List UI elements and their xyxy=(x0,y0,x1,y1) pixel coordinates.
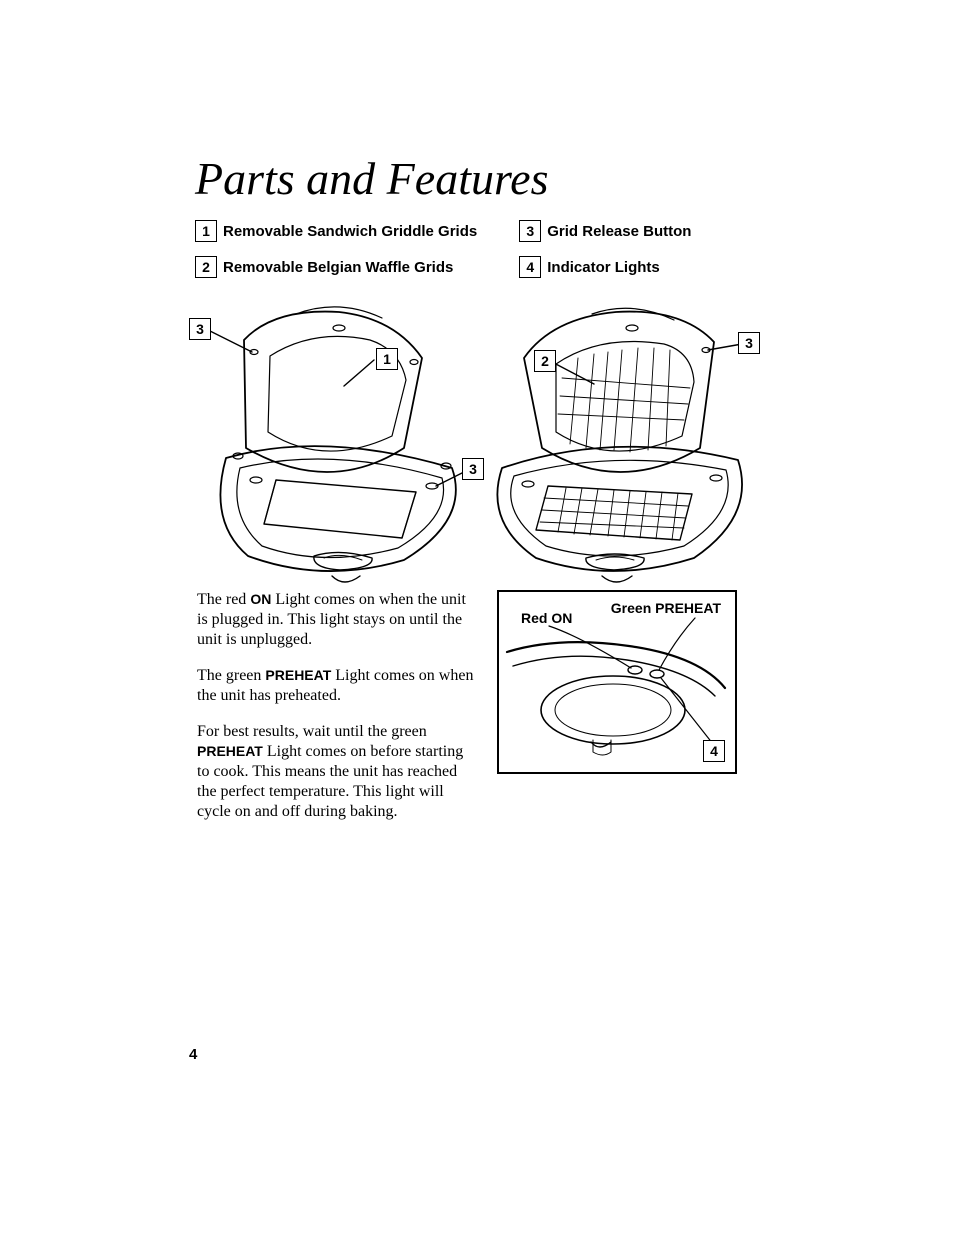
para-red-on: The red ON Light comes on when the unit … xyxy=(197,590,477,650)
legend-label-1: Removable Sandwich Griddle Grids xyxy=(223,223,477,240)
indicator-light-box: Red ON Green PREHEAT xyxy=(497,590,737,774)
p2b-bold: PREHEAT xyxy=(265,667,331,683)
page-number: 4 xyxy=(189,1046,197,1063)
callout-3a: 3 xyxy=(189,318,211,340)
legend-col-2: 3 Grid Release Button 4 Indicator Lights xyxy=(519,220,691,278)
p3a: For best results, wait until the green xyxy=(197,723,427,740)
callout-1: 1 xyxy=(376,348,398,370)
legend-label-4: Indicator Lights xyxy=(547,259,660,276)
legend-num-4: 4 xyxy=(519,256,541,278)
p2a: The green xyxy=(197,667,265,684)
legend-num-3: 3 xyxy=(519,220,541,242)
page-title: Parts and Features xyxy=(195,152,549,205)
para-best-results: For best results, wait until the green P… xyxy=(197,722,477,822)
p1a: The red xyxy=(197,591,250,608)
para-preheat: The green PREHEAT Light comes on when th… xyxy=(197,666,477,706)
legend-num-1: 1 xyxy=(195,220,217,242)
p3b-bold: PREHEAT xyxy=(197,743,263,759)
legend-label-2: Removable Belgian Waffle Grids xyxy=(223,259,453,276)
indicator-light-svg xyxy=(499,592,735,772)
page: Parts and Features 1 Removable Sandwich … xyxy=(0,0,954,1235)
appliance-diagram: 3 1 3 2 3 xyxy=(184,300,760,590)
legend-item-2: 2 Removable Belgian Waffle Grids xyxy=(195,256,477,278)
callout-4: 4 xyxy=(703,740,725,762)
parts-legend: 1 Removable Sandwich Griddle Grids 2 Rem… xyxy=(195,220,691,278)
p1b-bold: ON xyxy=(250,591,271,607)
appliance-svg xyxy=(184,300,760,590)
legend-item-4: 4 Indicator Lights xyxy=(519,256,691,278)
legend-label-3: Grid Release Button xyxy=(547,223,691,240)
body-columns: The red ON Light comes on when the unit … xyxy=(197,590,745,838)
callout-2: 2 xyxy=(534,350,556,372)
legend-item-3: 3 Grid Release Button xyxy=(519,220,691,242)
legend-col-1: 1 Removable Sandwich Griddle Grids 2 Rem… xyxy=(195,220,477,278)
legend-item-1: 1 Removable Sandwich Griddle Grids xyxy=(195,220,477,242)
callout-3c: 3 xyxy=(738,332,760,354)
legend-num-2: 2 xyxy=(195,256,217,278)
callout-3b: 3 xyxy=(462,458,484,480)
body-text: The red ON Light comes on when the unit … xyxy=(197,590,477,838)
